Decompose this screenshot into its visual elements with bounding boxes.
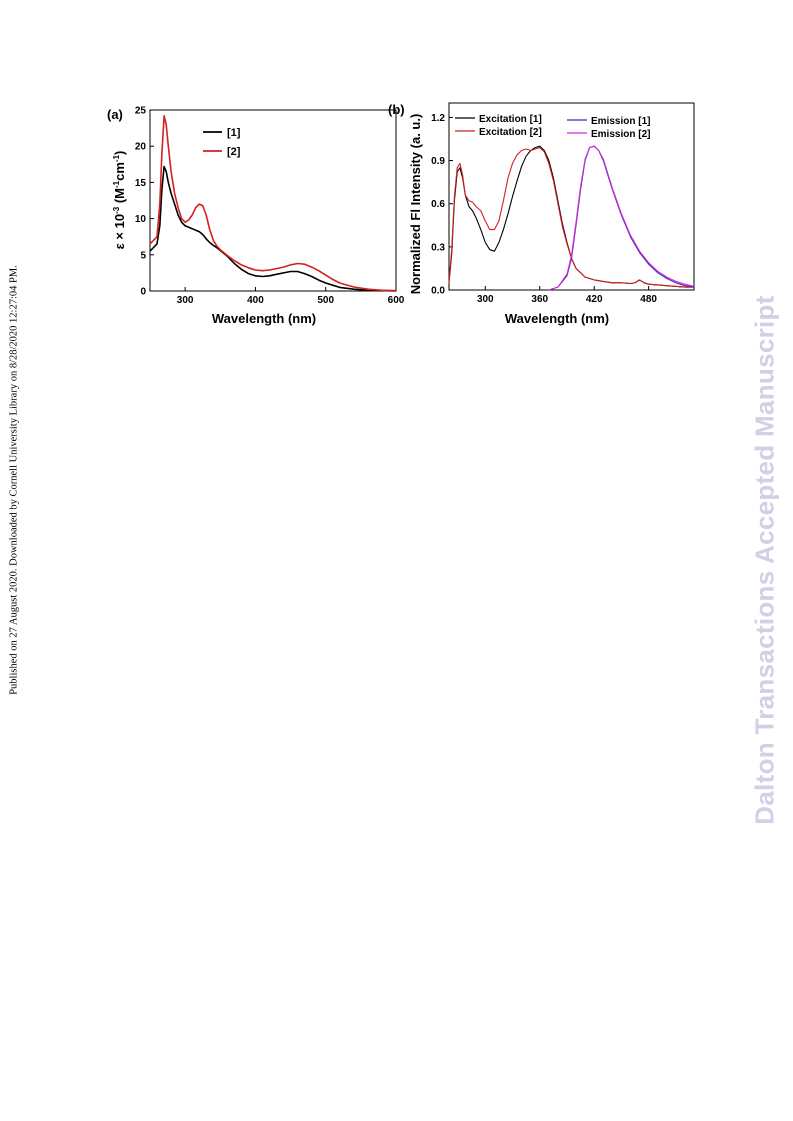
y-tick-label: 1.2	[431, 113, 445, 124]
y-tick-label: 10	[135, 214, 147, 225]
panel-a-ylabel-sup: -3	[112, 206, 121, 214]
y-tick-label: 0	[140, 287, 146, 298]
panel-a: (a) ε × 10-3 (M-1cm-1) Wavelength (nm) 0…	[107, 106, 405, 327]
y-tick-label: 20	[135, 142, 147, 153]
series-line-1	[149, 165, 397, 292]
y-tick-label: 0.3	[431, 242, 445, 253]
x-tick-label: 300	[477, 294, 494, 305]
legend-label: [2]	[227, 146, 241, 158]
y-tick-label: 25	[135, 106, 147, 117]
panel-b-xlabel: Wavelength (nm)	[505, 311, 609, 326]
series-line-4	[548, 145, 695, 291]
y-tick-label: 5	[140, 250, 146, 261]
x-tick-label: 420	[586, 294, 603, 305]
y-tick-label: 0.6	[431, 199, 445, 210]
series-line-1	[448, 145, 694, 288]
panel-a-ylabel-sup: -1	[112, 154, 121, 162]
series-line-2	[149, 115, 397, 292]
panel-b-ylabel: Normalized Fl Intensity (a. u.)	[408, 114, 423, 295]
series-line-3	[548, 145, 695, 291]
legend-label: Excitation [2]	[479, 127, 542, 138]
y-tick-label: 15	[135, 178, 147, 189]
y-tick-label: 0.0	[431, 286, 445, 297]
panel-a-ylabel: ε × 10-3 (M-1cm-1)	[112, 151, 127, 250]
panel-a-ylabel-sup: -1	[112, 180, 121, 188]
x-tick-label: 480	[640, 294, 657, 305]
legend-label: Emission [1]	[591, 116, 650, 127]
panel-b-plot: 0.0 0.3 0.6 0.9 1.2 300 360 420 480 Excitation [1…	[431, 102, 695, 305]
x-tick-label: 400	[247, 295, 264, 306]
x-tick-label: 500	[317, 295, 334, 306]
plot-frame	[448, 102, 695, 291]
legend-label: Emission [2]	[591, 129, 650, 140]
panel-b-label: (b)	[388, 102, 405, 117]
panel-a-xlabel: Wavelength (nm)	[212, 311, 316, 326]
panel-a-ylabel-part: )	[112, 151, 127, 155]
x-tick-label: 300	[177, 295, 194, 306]
panel-a-plot: 0 5 10 15 20 25 300 400 500 600 [1] [2]	[135, 106, 405, 307]
panel-b: (b) Normalized Fl Intensity (a. u.) Wave…	[388, 102, 695, 326]
legend-label: Excitation [1]	[479, 114, 542, 125]
panel-a-label: (a)	[107, 107, 123, 122]
y-tick-label: 0.9	[431, 156, 445, 167]
panel-a-ylabel-part: cm	[112, 162, 127, 181]
legend-label: [1]	[227, 127, 241, 139]
plot-frame	[149, 109, 397, 292]
x-tick-label: 600	[388, 295, 405, 306]
panel-a-ylabel-part: ε × 10	[112, 214, 127, 249]
series-line-2	[448, 147, 694, 288]
x-tick-label: 360	[531, 294, 548, 305]
panel-a-ylabel-part: (M	[112, 188, 127, 207]
